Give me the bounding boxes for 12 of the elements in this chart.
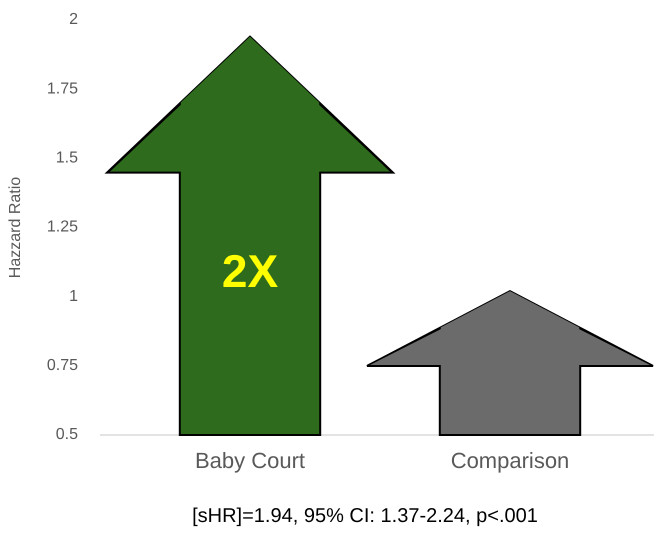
x-tick-label: Baby Court [194, 448, 306, 473]
annotation: 2X [222, 245, 278, 298]
y-tick-label: 0.75 [46, 357, 78, 374]
y-tick-label: 1.75 [46, 80, 78, 98]
y-tick-label: 1 [69, 288, 78, 305]
text: [sHR]=1.94, 95% CI: 1.37-2.24, p<.001 [192, 505, 538, 527]
y-tick-label: 1.25 [46, 218, 78, 236]
y-axis-title: Hazzard Ratio [7, 176, 24, 278]
x-tick-label: Comparison [450, 448, 570, 473]
y-tick-label: 1.5 [56, 150, 78, 167]
y-tick-label: 2 [69, 11, 78, 28]
y-tick-label: 0.5 [56, 426, 78, 444]
